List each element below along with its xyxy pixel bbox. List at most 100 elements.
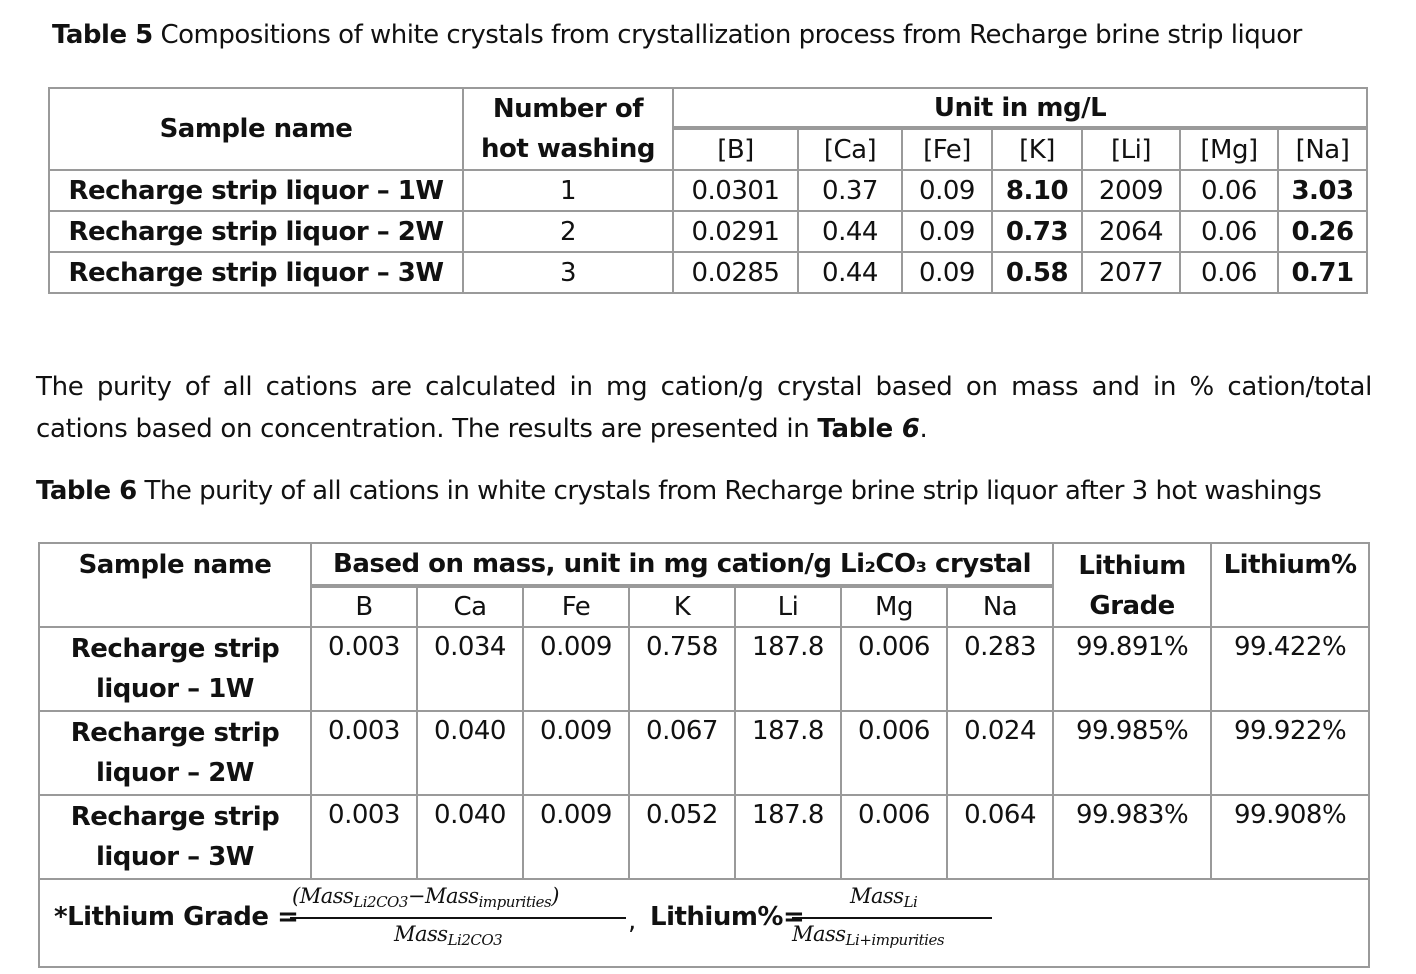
- table5-value-cell: 0.26: [1276, 210, 1369, 253]
- table6-element-header: Mg: [840, 585, 948, 628]
- table6-sample-cell: Recharge strip liquor – 3W: [38, 794, 312, 880]
- lithium-grade-fraction-bar: [290, 917, 626, 919]
- table6-header-lithium-pct: Lithium%: [1210, 542, 1371, 628]
- table5-value-cell: 0.71: [1276, 251, 1369, 294]
- table-row: Recharge strip liquor – 3W 0.003 0.040 0.…: [38, 794, 1371, 880]
- formula-footnote: *Lithium Grade = (MassLi2CO3−Massimpurit…: [40, 880, 1368, 966]
- table5-value-cell: 0.0285: [672, 251, 799, 294]
- table6-value-cell: 0.006: [840, 626, 948, 712]
- lithium-grade-formula-label: *Lithium Grade =: [54, 902, 299, 932]
- table5-sample-cell: Recharge strip liquor – 3W: [48, 251, 464, 294]
- table5-element-row: [B] [Ca] [Fe] [K] [Li] [Mg] [Na]: [49, 127, 1369, 171]
- lithium-pct-fraction-bar: [792, 917, 992, 919]
- table6-value-cell: 187.8: [734, 710, 842, 796]
- table5-washing-cell: 2: [462, 210, 674, 253]
- table6-caption-text: The purity of all cations in white cryst…: [136, 476, 1322, 506]
- table6-sample-line1: Recharge strip: [70, 802, 280, 832]
- pct-num-sub: Li: [903, 893, 918, 911]
- table5-value-cell: 0.37: [797, 169, 903, 212]
- table5-value-cell: 0.0291: [672, 210, 799, 253]
- table6-grade-cell: 99.985%: [1052, 710, 1213, 796]
- table6-value-cell: 0.024: [945, 710, 1055, 796]
- table5-value-cell: 0.06: [1179, 210, 1279, 253]
- table6-sample-line1: Recharge strip: [70, 718, 280, 748]
- lithium-pct-formula-label: Lithium%=: [650, 902, 805, 932]
- table6-value-cell: 0.009: [522, 710, 630, 796]
- table6-value-cell: 0.052: [628, 794, 736, 880]
- body-paragraph: The purity of all cations are calculated…: [36, 366, 1372, 450]
- table6-value-cell: 0.067: [628, 710, 736, 796]
- table6-grade-cell: 99.891%: [1052, 626, 1213, 712]
- table5-sample-cell: Recharge strip liquor – 2W: [48, 210, 464, 253]
- table6-value-cell: 0.009: [522, 794, 630, 880]
- table6-value-cell: 0.009: [522, 626, 630, 712]
- table6-footnote-cell: *Lithium Grade = (MassLi2CO3−Massimpurit…: [37, 878, 1371, 968]
- table6-value-cell: 0.003: [310, 710, 418, 796]
- table6-grade-cell: 99.983%: [1052, 794, 1213, 880]
- table5-caption-label: Table 5: [52, 20, 153, 50]
- table6-value-cell: 0.064: [945, 794, 1055, 880]
- table6-sample-line2: liquor – 1W: [95, 674, 255, 704]
- formula-comma: ,: [628, 906, 636, 936]
- table6-value-cell: 0.040: [416, 794, 524, 880]
- table5-caption: Table 5 Compositions of white crystals f…: [52, 20, 1302, 50]
- table6-sample-line2: liquor – 3W: [95, 842, 255, 872]
- table6-value-cell: 187.8: [734, 626, 842, 712]
- table5-header-unit: Unit in mg/L: [671, 87, 1369, 130]
- paragraph-end: .: [919, 414, 928, 444]
- table-row: Recharge strip liquor – 3W 3 0.0285 0.44…: [48, 251, 1369, 294]
- table6-header-row: Sample name Based on mass, unit in mg ca…: [38, 541, 1371, 628]
- table5-value-cell: 0.73: [991, 210, 1083, 253]
- paragraph-table-ref-number: 6: [901, 414, 920, 444]
- table5-value-cell: 3.03: [1276, 169, 1369, 212]
- table6-element-header: K: [628, 585, 736, 628]
- grade-num-c: ): [551, 884, 559, 908]
- table5-value-cell: 2009: [1081, 169, 1181, 212]
- lithium-pct-numerator: MassLi: [850, 884, 918, 911]
- pct-den: Mass: [792, 922, 846, 946]
- table6-element-header: Na: [945, 585, 1055, 628]
- table6-element-row: B Ca Fe K Li Mg Na: [39, 585, 1369, 628]
- table5-value-cell: 0.09: [901, 251, 993, 294]
- table6-header-lithium-grade-line2: Grade: [1089, 591, 1175, 621]
- table5-element-header: [Na]: [1276, 127, 1369, 171]
- table6-value-cell: 0.034: [416, 626, 524, 712]
- table5-washing-cell: 1: [462, 169, 674, 212]
- table5-element-header: [Fe]: [901, 127, 993, 171]
- table5-header-hot-washing: Number of hot washing: [462, 87, 674, 171]
- table5-value-cell: 0.06: [1179, 251, 1279, 294]
- table5-value-cell: 0.44: [797, 210, 903, 253]
- table5-element-header: [K]: [991, 127, 1083, 171]
- table6-header-sample-name: Sample name: [38, 542, 312, 628]
- table6-value-cell: 0.003: [310, 794, 418, 880]
- table6-sample-line1: Recharge strip: [70, 634, 280, 664]
- table6-caption: Table 6 The purity of all cations in whi…: [36, 476, 1322, 506]
- grade-den-sub: Li2CO3: [447, 931, 503, 949]
- table5-caption-text: Compositions of white crystals from crys…: [152, 20, 1302, 50]
- table6-pct-cell: 99.922%: [1210, 710, 1371, 796]
- table5-header-sample-name: Sample name: [48, 87, 464, 171]
- table6-pct-cell: 99.908%: [1210, 794, 1371, 880]
- table6-value-cell: 0.003: [310, 626, 418, 712]
- table6-pct-cell: 99.422%: [1210, 626, 1371, 712]
- table6-footnote-row: *Lithium Grade = (MassLi2CO3−Massimpurit…: [37, 878, 1371, 968]
- table6-header-mass: Based on mass, unit in mg cation/g Li₂CO…: [309, 541, 1055, 589]
- pct-den-sub: Li+impurities: [845, 931, 945, 949]
- pct-num: Mass: [850, 884, 904, 908]
- table6-sample-cell: Recharge strip liquor – 2W: [38, 710, 312, 796]
- table6-value-cell: 0.758: [628, 626, 736, 712]
- lithium-grade-numerator: (MassLi2CO3−Massimpurities): [292, 884, 559, 911]
- table-row: Recharge strip liquor – 1W 0.003 0.034 0.…: [38, 626, 1371, 712]
- paragraph-table-ref: Table: [817, 414, 902, 444]
- table6-caption-label: Table 6: [36, 476, 137, 506]
- table6-value-cell: 0.040: [416, 710, 524, 796]
- table5-value-cell: 0.44: [797, 251, 903, 294]
- table6-sample-cell: Recharge strip liquor – 1W: [38, 626, 312, 712]
- table5-value-cell: 2077: [1081, 251, 1181, 294]
- table5-element-header: [Ca]: [797, 127, 903, 171]
- table6-value-cell: 187.8: [734, 794, 842, 880]
- table5-value-cell: 0.09: [901, 210, 993, 253]
- table6-value-cell: 0.283: [945, 626, 1055, 712]
- table-row: Recharge strip liquor – 2W 2 0.0291 0.44…: [48, 210, 1369, 253]
- table6-element-header: Li: [734, 585, 842, 628]
